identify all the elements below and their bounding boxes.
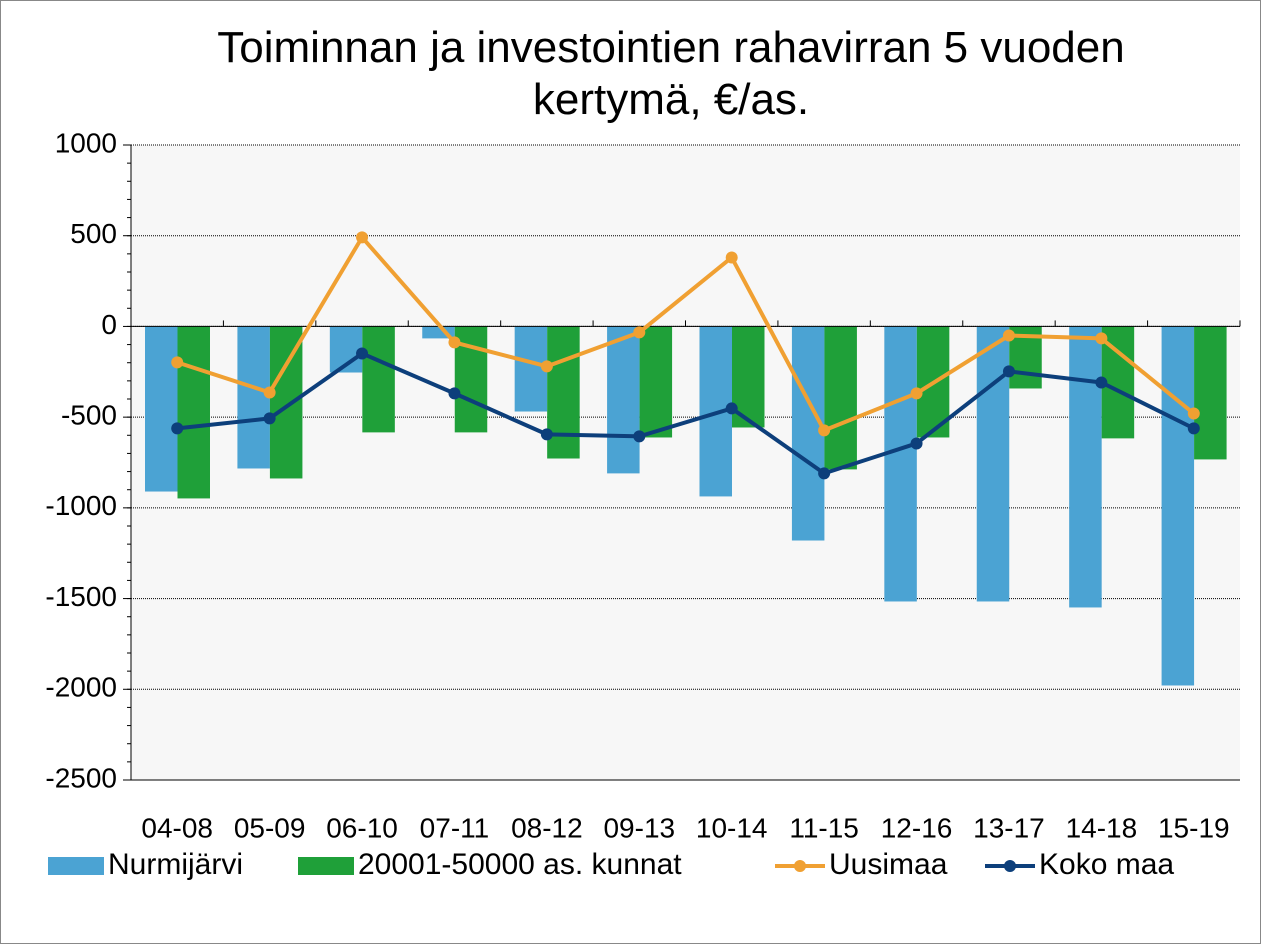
bar <box>177 326 210 499</box>
bar <box>607 326 640 474</box>
bar <box>237 326 270 469</box>
x-tick-label: 10-14 <box>696 812 768 843</box>
line-point <box>910 387 923 400</box>
line-point <box>171 422 184 435</box>
x-tick-label: 04-08 <box>141 812 213 843</box>
line-point <box>818 467 831 480</box>
y-tick-label: -1000 <box>45 490 117 521</box>
line-point <box>1095 332 1108 345</box>
legend-swatch <box>794 860 806 872</box>
x-tick-label: 09-13 <box>603 812 675 843</box>
y-tick-label: -2500 <box>45 762 117 793</box>
legend-swatch <box>298 857 354 875</box>
legend-label: 20001-50000 as. kunnat <box>358 848 682 881</box>
legend-swatch <box>48 857 104 875</box>
line-point <box>818 424 831 437</box>
line-point <box>1187 407 1200 420</box>
bar <box>145 326 178 492</box>
line-point <box>1002 329 1015 342</box>
line-point <box>263 412 276 425</box>
line-point <box>540 360 553 373</box>
line-series <box>176 235 1196 433</box>
line-point <box>540 428 553 441</box>
plot-area <box>131 145 1240 780</box>
chart-title: Toiminnan ja investointien rahavirran 5 … <box>217 23 1125 124</box>
line-point <box>263 386 276 399</box>
line-point <box>725 251 738 264</box>
bar <box>884 326 917 602</box>
x-tick-label: 15-19 <box>1158 812 1230 843</box>
line-point <box>1095 376 1108 389</box>
bar <box>1161 326 1195 686</box>
legend-swatch <box>1004 860 1016 872</box>
bar <box>362 326 395 433</box>
x-tick-label: 14-18 <box>1066 812 1138 843</box>
bar <box>824 326 857 470</box>
bar <box>639 326 673 438</box>
x-tick-label: 06-10 <box>326 812 398 843</box>
legend-label: Koko maa <box>1039 848 1174 881</box>
bar <box>422 326 455 339</box>
bar <box>547 326 580 459</box>
line-point <box>633 326 646 339</box>
line-point <box>1187 422 1200 435</box>
legend-label: Uusimaa <box>829 848 948 881</box>
bar <box>1194 326 1227 460</box>
y-tick-label: 500 <box>70 218 117 249</box>
line-point <box>910 437 923 450</box>
bar <box>1069 326 1102 608</box>
y-tick-label: -500 <box>61 400 117 431</box>
bar <box>269 326 303 479</box>
line-point <box>356 347 369 360</box>
line-point <box>448 336 461 349</box>
line-point <box>356 231 369 244</box>
y-tick-label: -1500 <box>45 581 117 612</box>
legend-label: Nurmijärvi <box>108 848 243 881</box>
y-tick-label: 0 <box>101 309 117 340</box>
x-tick-label: 07-11 <box>420 812 490 843</box>
line-series <box>176 351 1195 476</box>
y-tick-label: -2000 <box>45 672 117 703</box>
x-tick-label: 13-17 <box>973 812 1045 843</box>
line-point <box>1002 365 1015 378</box>
x-tick-label: 08-12 <box>511 812 583 843</box>
line-point <box>725 402 738 415</box>
x-tick-label: 05-09 <box>234 812 306 843</box>
line-point <box>633 430 646 443</box>
x-tick-label: 11-15 <box>789 812 859 843</box>
line-point <box>171 356 184 369</box>
line-point <box>448 387 461 400</box>
x-tick-label: 12-16 <box>881 812 953 843</box>
y-tick-label: 1000 <box>55 127 117 158</box>
